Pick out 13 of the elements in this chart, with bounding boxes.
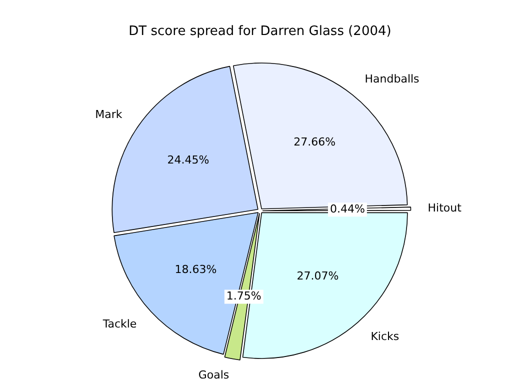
data-label: 24.45% <box>167 154 210 167</box>
chart-title: DT score spread for Darren Glass (2004) <box>128 24 392 40</box>
data-label: 18.63% <box>174 263 217 276</box>
slice-label: Kicks <box>370 330 400 343</box>
slice-label: Mark <box>95 108 123 121</box>
slice-label: Hitout <box>428 201 462 214</box>
slice-label: Handballs <box>364 72 420 86</box>
slice-label: Tackle <box>102 317 137 330</box>
data-label: 1.75% <box>226 290 262 303</box>
slice-label: Goals <box>198 368 230 382</box>
data-label: 0.44% <box>330 202 365 216</box>
data-label: 27.07% <box>296 269 339 282</box>
data-label: 27.66% <box>294 135 336 148</box>
